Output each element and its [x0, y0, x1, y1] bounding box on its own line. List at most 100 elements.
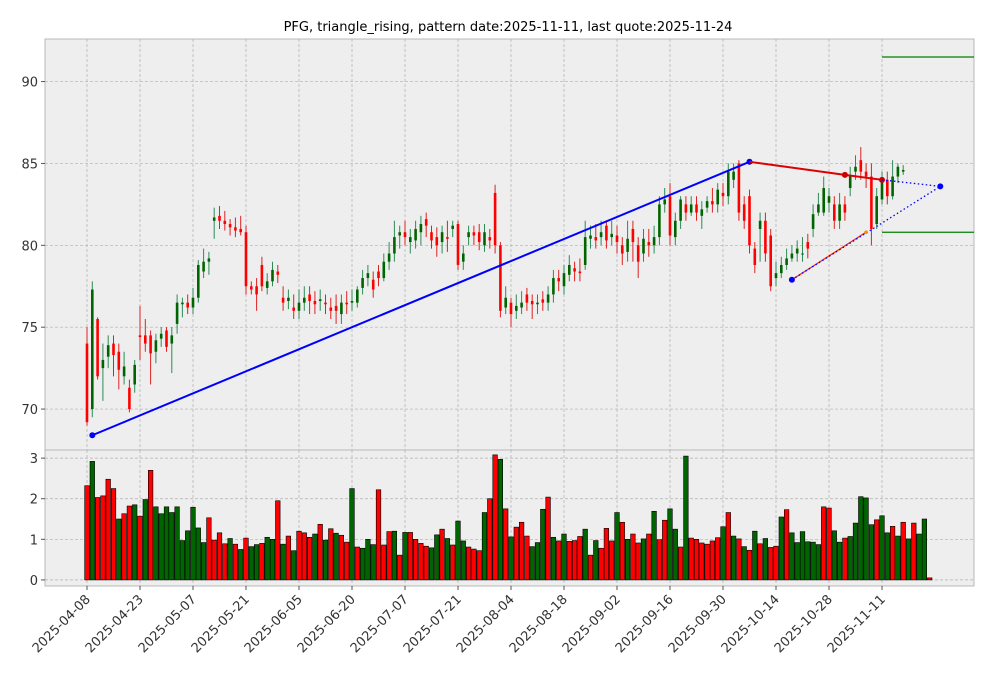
candle-body — [419, 224, 423, 233]
candle — [838, 192, 841, 229]
candle-body — [112, 343, 115, 356]
volume-bar — [773, 545, 779, 581]
candle — [186, 294, 189, 315]
volume-bar — [163, 506, 170, 581]
volume-bar — [852, 522, 859, 581]
volume-bar — [259, 543, 265, 581]
candle-body — [610, 233, 613, 238]
candle-body — [631, 228, 635, 243]
candle-body — [403, 232, 407, 238]
volume-bar — [89, 461, 95, 581]
candle-body — [546, 294, 550, 303]
candle — [287, 289, 290, 310]
candle-body — [446, 237, 449, 239]
candle — [207, 251, 211, 275]
candle-body — [377, 271, 380, 279]
candle — [536, 294, 539, 315]
candle — [483, 224, 486, 252]
volume-bar — [333, 532, 339, 581]
candle-body — [212, 217, 216, 221]
volume-bar — [524, 535, 530, 581]
candle — [621, 237, 624, 265]
candle-body — [515, 305, 518, 311]
candle — [234, 217, 237, 238]
volume-bar — [556, 540, 562, 581]
candle-body — [393, 237, 396, 254]
volume-bar — [317, 523, 323, 581]
candle-body — [700, 209, 704, 216]
candle — [303, 286, 306, 311]
candle-body — [541, 299, 545, 303]
candle — [515, 294, 518, 320]
candle — [848, 166, 852, 197]
candle — [896, 163, 900, 184]
candle-body — [864, 171, 868, 177]
candle-body — [716, 189, 719, 205]
volume-bar — [529, 546, 535, 581]
candle — [753, 242, 757, 274]
volume-bar-series — [84, 454, 933, 581]
volume-bar — [677, 546, 684, 581]
volume-bar — [428, 547, 435, 581]
volume-bar — [508, 536, 514, 581]
volume-bar — [858, 496, 864, 581]
volume-bar — [561, 533, 567, 581]
candle-body — [520, 302, 523, 308]
volume-bar — [603, 528, 609, 581]
candle — [679, 196, 682, 229]
candle-body — [838, 204, 841, 221]
candle-body — [144, 335, 147, 344]
volume-bar — [900, 521, 906, 581]
volume-bar — [142, 499, 148, 581]
volume-bar — [306, 536, 313, 581]
volume-bar — [503, 508, 509, 581]
candle-body — [483, 232, 486, 246]
volume-bar — [132, 504, 138, 581]
candle — [260, 256, 264, 292]
volume-bar — [153, 506, 159, 581]
candle — [281, 286, 285, 311]
candle-body — [615, 235, 619, 243]
candle-body — [117, 351, 121, 370]
candle-body — [859, 160, 863, 172]
volume-bar — [805, 541, 811, 581]
candle — [170, 327, 174, 374]
candle — [292, 294, 295, 320]
candle — [589, 225, 592, 249]
volume-bar — [169, 512, 175, 581]
volume-bar — [550, 536, 556, 581]
candle-body — [525, 294, 529, 303]
candle — [361, 269, 364, 295]
candle — [859, 147, 863, 180]
candle — [578, 258, 582, 282]
trend-line — [91, 160, 750, 437]
candle-body — [435, 237, 439, 246]
candle — [477, 224, 481, 251]
candle — [350, 289, 354, 311]
candle — [801, 237, 804, 262]
volume-bar — [439, 528, 445, 581]
volume-bar — [492, 454, 498, 581]
candle-body — [626, 238, 629, 252]
volume-bar — [693, 539, 700, 581]
candle-body — [573, 268, 576, 272]
candle — [541, 291, 545, 311]
candle — [467, 225, 470, 246]
candle — [318, 289, 322, 311]
candle — [599, 220, 603, 246]
candle-body — [589, 235, 592, 239]
volume-bar — [391, 530, 398, 581]
candle-body — [96, 319, 99, 377]
candle — [610, 220, 613, 246]
candle-body — [753, 248, 757, 265]
volume-bar — [709, 540, 715, 581]
candle — [631, 220, 635, 262]
candle — [101, 343, 105, 401]
candle-body — [668, 196, 672, 236]
candle-body — [674, 220, 677, 238]
volume-bar — [275, 500, 281, 581]
candle-body — [499, 245, 502, 311]
candle-body — [695, 204, 698, 213]
candle-body — [366, 273, 370, 279]
